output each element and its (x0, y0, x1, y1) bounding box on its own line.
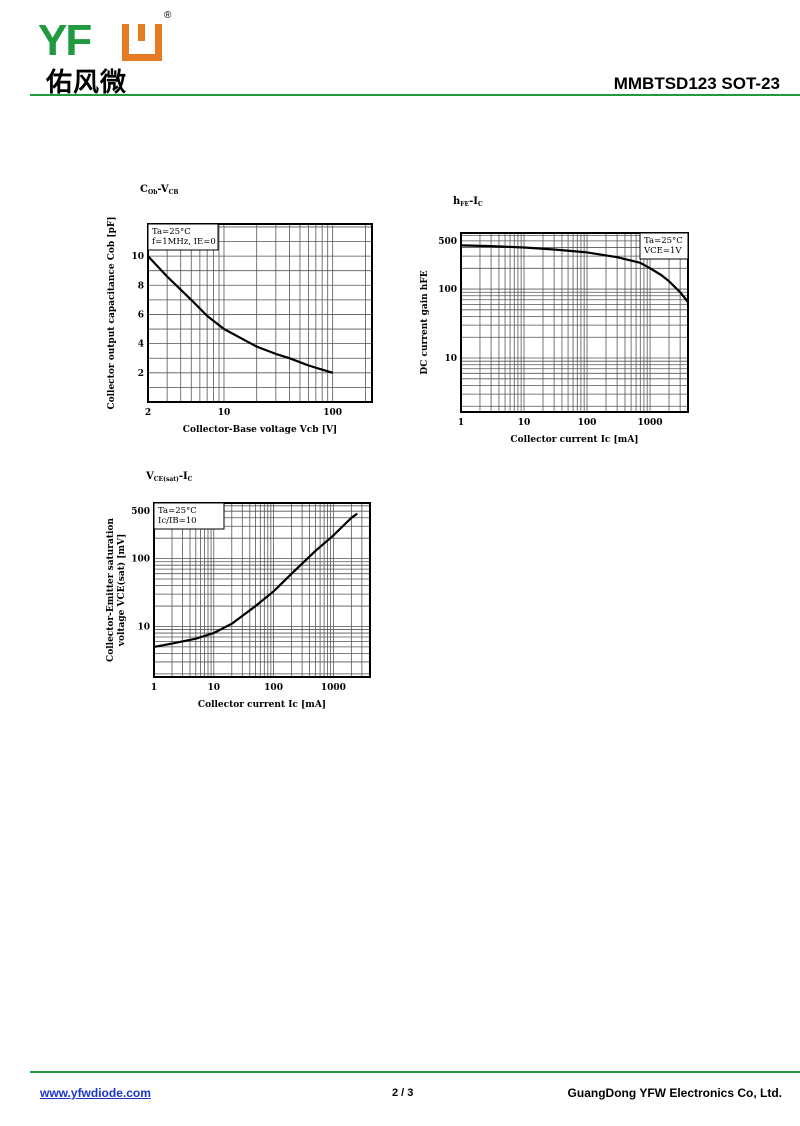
y-axis-label: Collector-Emitter saturation (106, 518, 116, 662)
chart-title: VCE(sat)-IC (145, 471, 193, 483)
chart-3: 1 10 100 1000 10 100 500 Collector current Ic [… (106, 471, 371, 710)
y-tick-label: 100 (438, 285, 457, 295)
y-tick-label: 8 (138, 281, 144, 291)
annotation-box (639, 232, 689, 260)
x-axis-label: Collector current Ic [mA] (510, 435, 638, 445)
chart-2: 1 10 100 1000 10 100 500 Collector current Ic [… (420, 196, 689, 445)
annotation-text: VCE=1V (643, 246, 682, 256)
logo-w-mark (122, 24, 162, 61)
chart-title: hFE-IC (453, 196, 483, 208)
title-part: -V (157, 184, 168, 195)
y-tick-label: 100 (131, 555, 150, 565)
title-part: C (140, 184, 148, 195)
x-tick-label: 100 (578, 418, 597, 428)
company-logo: YF ® 佑风微 (38, 10, 172, 98)
part-title: MMBTSD123 SOT-23 (613, 74, 780, 93)
x-axis-label: Collector current Ic [mA] (198, 700, 326, 710)
title-part: CE(sat) (154, 476, 179, 483)
plot-frame (147, 223, 373, 403)
footer-divider (30, 1071, 800, 1073)
x-tick-label: 2 (145, 408, 151, 418)
logo-text: YF (38, 16, 92, 65)
header-divider (30, 94, 800, 96)
data-curve (153, 512, 358, 648)
plot-frame (153, 502, 371, 678)
y-tick-label: 10 (444, 354, 457, 364)
annotation-text: Ta=25°C (158, 506, 197, 516)
x-tick-label: 10 (218, 408, 231, 418)
y-tick-label: 10 (137, 622, 150, 632)
plot-frame (460, 232, 689, 413)
x-tick-label: 1000 (321, 683, 346, 693)
y-tick-label: 500 (438, 237, 457, 247)
annotation-text: Ic/IB=10 (158, 516, 197, 526)
x-axis-label: Collector-Base voltage Vcb [V] (183, 425, 337, 435)
y-tick-label: 10 (131, 252, 144, 262)
title-part: C (188, 476, 193, 483)
y-tick-label: 500 (131, 507, 150, 517)
title-part: h (453, 196, 461, 207)
y-axis-label: voltage VCE(sat) [mV] (116, 534, 127, 648)
annotation-box (153, 502, 225, 530)
annotation-text: Ta=25°C (152, 227, 191, 237)
x-tick-label: 1000 (638, 418, 663, 428)
y-tick-label: 6 (138, 310, 144, 320)
x-tick-label: 100 (264, 683, 283, 693)
x-tick-label: 10 (208, 683, 221, 693)
data-curve (460, 244, 689, 303)
title-part: FE (460, 201, 469, 208)
annotation-text: Ta=25°C (644, 236, 683, 246)
y-axis-label: Collector output capacitance Cob [pF] (107, 216, 117, 409)
x-tick-label: 10 (518, 418, 531, 428)
annotation-box (147, 223, 219, 251)
x-tick-label: 1 (151, 683, 157, 693)
chart-title: COb-VCB (140, 184, 178, 196)
x-tick-label: 1 (458, 418, 464, 428)
title-part: CB (169, 189, 179, 196)
y-tick-label: 2 (138, 369, 144, 379)
logo-chinese-text: 佑风微 (46, 68, 128, 98)
page-number: 2 / 3 (392, 1087, 414, 1099)
website-link[interactable]: www.yfwdiode.com (40, 1086, 151, 1100)
company-name: GuangDong YFW Electronics Co, Ltd. (567, 1086, 782, 1100)
title-part: -I (469, 196, 478, 207)
x-tick-label: 100 (323, 408, 342, 418)
title-part: V (145, 471, 154, 482)
y-tick-label: 4 (138, 340, 144, 350)
annotation-text: f=1MHz, IE=0 (152, 237, 216, 247)
registered-mark: ® (164, 10, 172, 21)
title-part: -I (179, 471, 188, 482)
data-curve (147, 255, 334, 374)
title-part: C (478, 201, 483, 208)
y-axis-label: DC current gain hFE (420, 270, 430, 374)
title-part: Ob (148, 189, 157, 196)
chart-1: 2 10 100 2 4 6 8 10 Collector-Base voltage Vcb [… (107, 184, 373, 435)
